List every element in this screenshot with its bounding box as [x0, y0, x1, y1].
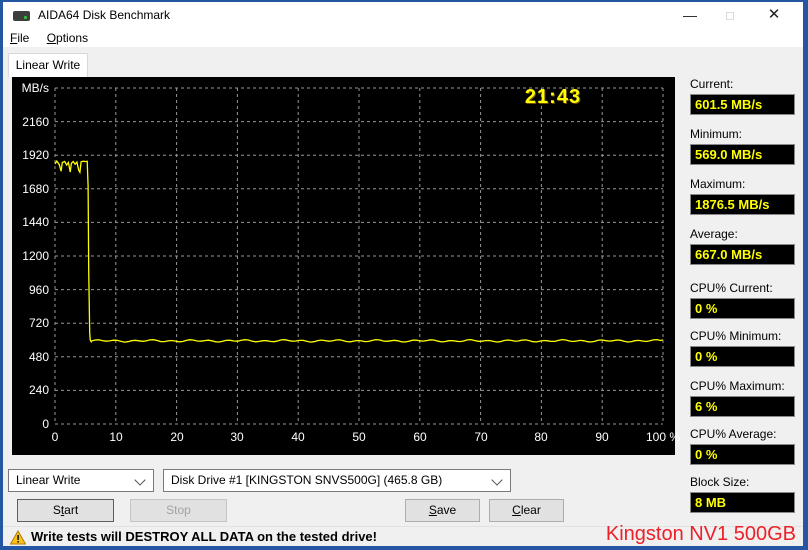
- stat-average-label: Average:: [690, 227, 738, 241]
- stat-cpu-average: CPU% Average: 0 %: [690, 427, 802, 465]
- menu-file[interactable]: File: [3, 29, 36, 47]
- start-label-accesskey: t: [60, 503, 65, 517]
- test-type-value: Linear Write: [16, 473, 81, 487]
- stat-current: Current: 601.5 MB/s: [690, 77, 802, 115]
- disk-drive-value: Disk Drive #1 [KINGSTON SNVS500G] (465.8…: [171, 473, 443, 487]
- status-bar: Write tests will DESTROY ALL DATA on the…: [3, 526, 803, 547]
- stat-cpu-current-label: CPU% Current:: [690, 281, 773, 295]
- menu-file-accesskey: F: [10, 31, 18, 45]
- x-axis-tick-label: 40: [291, 430, 305, 444]
- y-axis-tick-label: MB/s: [21, 81, 49, 95]
- stat-block-size-label: Block Size:: [690, 475, 750, 489]
- tab-linear-write[interactable]: Linear Write: [8, 53, 88, 77]
- stat-maximum-label: Maximum:: [690, 177, 746, 191]
- start-label-rest: art: [64, 503, 79, 517]
- elapsed-time-label: 21:43: [524, 86, 582, 108]
- stat-current-label: Current:: [690, 77, 734, 91]
- disk-drive-select[interactable]: Disk Drive #1 [KINGSTON SNVS500G] (465.8…: [163, 469, 511, 492]
- window-title: AIDA64 Disk Benchmark: [38, 8, 171, 22]
- clear-button[interactable]: Clear: [489, 499, 564, 522]
- close-button[interactable]: ✕: [767, 6, 781, 23]
- stat-maximum: Maximum: 1876.5 MB/s: [690, 177, 802, 215]
- x-axis-tick-label: 20: [170, 430, 184, 444]
- test-type-select[interactable]: Linear Write: [8, 469, 154, 492]
- start-button[interactable]: Start: [17, 499, 114, 522]
- y-axis-tick-label: 1680: [22, 182, 49, 196]
- menu-bar: File Options: [3, 29, 803, 47]
- stat-cpu-maximum-label: CPU% Maximum:: [690, 379, 785, 393]
- menu-options[interactable]: Options: [40, 29, 95, 47]
- x-axis-tick-label: 70: [474, 430, 488, 444]
- stat-block-size-value: 8 MB: [690, 492, 795, 513]
- warning-triangle-icon: [10, 530, 26, 545]
- benchmark-chart: 21:43 MB/s 2160 1920 1680 1440 1200 960 720 480 2…: [12, 77, 680, 455]
- x-axis-tick-label: 10: [109, 430, 123, 444]
- menu-file-label: ile: [17, 31, 30, 45]
- title-bar: AIDA64 Disk Benchmark — ◻ ✕: [3, 2, 803, 29]
- y-axis-tick-label: 2160: [22, 115, 49, 129]
- stat-maximum-value: 1876.5 MB/s: [690, 194, 795, 215]
- y-axis-tick-label: 240: [28, 383, 49, 397]
- stop-label: Stop: [166, 503, 191, 517]
- y-axis-tick-label: 1200: [22, 249, 49, 263]
- chevron-down-icon: [491, 474, 503, 486]
- chart-canvas: [54, 87, 664, 425]
- x-axis-tick-label: 90: [595, 430, 609, 444]
- x-axis-tick-label: 0: [51, 430, 59, 444]
- y-axis-tick-label: 720: [28, 316, 49, 330]
- stat-cpu-maximum-value: 6 %: [690, 396, 795, 417]
- stop-button[interactable]: Stop: [130, 499, 227, 522]
- save-label-accesskey: S: [428, 503, 437, 517]
- x-axis-tick-label: 100 %: [645, 430, 681, 444]
- hard-drive-icon: [13, 11, 30, 21]
- stat-block-size: Block Size: 8 MB: [690, 475, 802, 513]
- menu-options-label: ptions: [56, 31, 89, 45]
- start-label-pre: S: [52, 503, 61, 517]
- stat-cpu-average-label: CPU% Average:: [690, 427, 777, 441]
- stat-minimum: Minimum: 569.0 MB/s: [690, 127, 802, 165]
- menu-options-accesskey: O: [46, 31, 57, 45]
- stat-average: Average: 667.0 MB/s: [690, 227, 802, 265]
- clear-label-rest: lear: [520, 503, 541, 517]
- stat-cpu-maximum: CPU% Maximum: 6 %: [690, 379, 802, 417]
- stat-cpu-average-value: 0 %: [690, 444, 795, 465]
- stat-average-value: 667.0 MB/s: [690, 244, 795, 265]
- stat-cpu-current: CPU% Current: 0 %: [690, 281, 802, 319]
- save-button[interactable]: Save: [405, 499, 480, 522]
- drive-annotation: Kingston NV1 500GB: [605, 523, 796, 545]
- maximize-button[interactable]: ◻: [725, 8, 735, 22]
- y-axis-tick-label: 960: [28, 283, 49, 297]
- clear-label-accesskey: C: [512, 503, 521, 517]
- y-axis-tick-label: 0: [42, 417, 49, 431]
- y-axis-tick-label: 1920: [22, 148, 49, 162]
- stat-current-value: 601.5 MB/s: [690, 94, 795, 115]
- y-axis-tick-label: 1440: [22, 215, 49, 229]
- save-label-rest: ave: [436, 503, 457, 517]
- warning-message: Write tests will DESTROY ALL DATA on the…: [31, 529, 377, 544]
- chevron-down-icon: [134, 474, 146, 486]
- stat-cpu-minimum-label: CPU% Minimum:: [690, 329, 782, 343]
- stat-minimum-label: Minimum:: [690, 127, 743, 141]
- minimize-button[interactable]: —: [683, 7, 697, 23]
- stat-minimum-value: 569.0 MB/s: [690, 144, 795, 165]
- x-axis-tick-label: 80: [534, 430, 548, 444]
- stat-cpu-minimum-value: 0 %: [690, 346, 795, 367]
- stat-cpu-current-value: 0 %: [690, 298, 795, 319]
- y-axis-tick-label: 480: [28, 350, 49, 364]
- x-axis-tick-label: 30: [230, 430, 244, 444]
- x-axis-tick-label: 60: [413, 430, 427, 444]
- stat-cpu-minimum: CPU% Minimum: 0 %: [690, 329, 802, 367]
- x-axis-tick-label: 50: [352, 430, 366, 444]
